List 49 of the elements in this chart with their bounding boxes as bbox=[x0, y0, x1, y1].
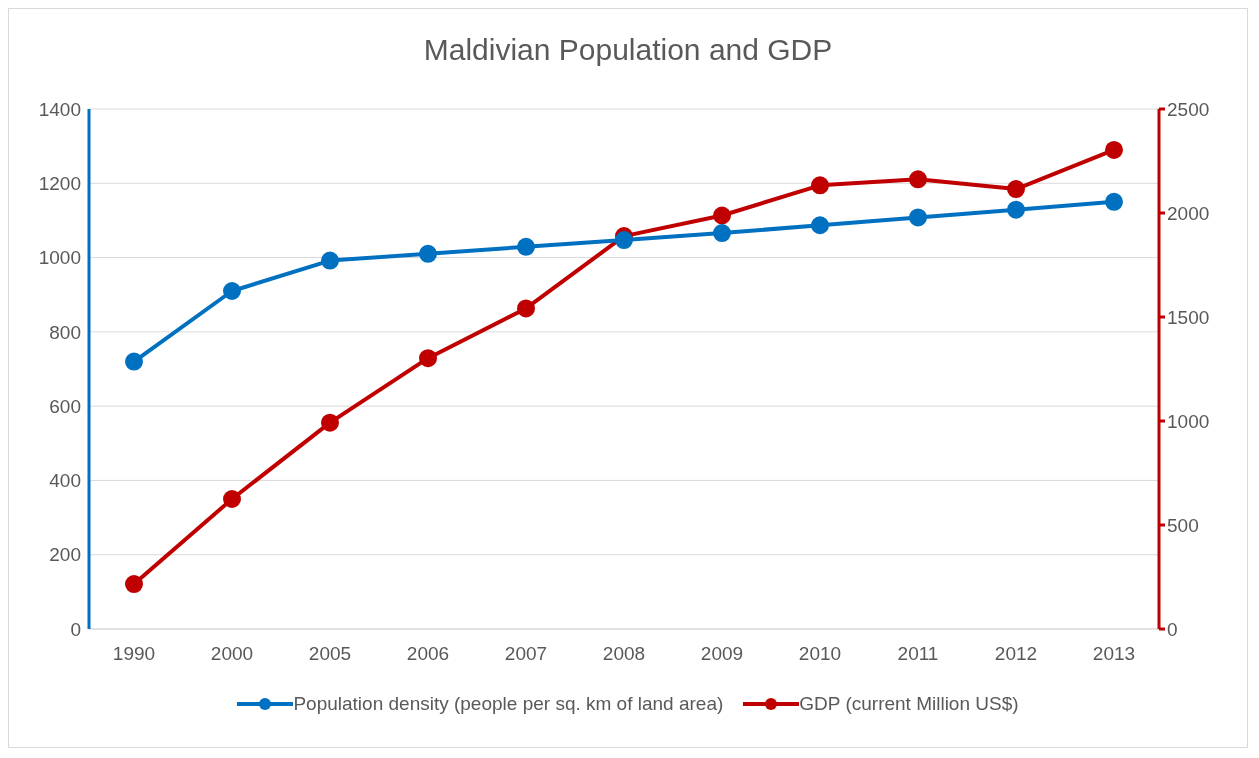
point bbox=[811, 216, 829, 235]
x-tick-label: 2011 bbox=[897, 643, 939, 665]
y-tick-label: 1400 bbox=[38, 98, 81, 120]
x-tick-label: 2007 bbox=[504, 643, 548, 665]
point bbox=[517, 299, 535, 318]
point bbox=[321, 413, 339, 432]
x-tick-label: 1990 bbox=[112, 643, 156, 665]
y2-tick-label: 1500 bbox=[1167, 306, 1210, 328]
y2-tick-label: 2500 bbox=[1167, 98, 1210, 120]
x-tick-label: 2006 bbox=[406, 643, 450, 665]
y-tick-label: 600 bbox=[49, 395, 81, 417]
point bbox=[1105, 192, 1123, 211]
legend-label: Population density (people per sq. km of land area) bbox=[293, 693, 724, 715]
x-tick-label: 2013 bbox=[1092, 643, 1136, 665]
x-tick-label: 2012 bbox=[994, 643, 1038, 665]
point bbox=[125, 575, 143, 594]
point bbox=[615, 231, 633, 250]
y2-tick-label: 500 bbox=[1167, 514, 1199, 536]
point bbox=[713, 224, 731, 243]
chart-title: Maldivian Population and GDP bbox=[422, 32, 834, 68]
y2-tick-label: 0 bbox=[1167, 618, 1178, 640]
point bbox=[1007, 200, 1025, 219]
point bbox=[223, 282, 241, 300]
x-tick-label: 2005 bbox=[308, 643, 352, 665]
y-tick-label: 400 bbox=[49, 470, 81, 492]
y-tick-label: 800 bbox=[49, 321, 81, 343]
y2-tick-label: 1000 bbox=[1167, 410, 1210, 432]
point bbox=[909, 170, 927, 189]
point bbox=[321, 251, 339, 270]
point bbox=[713, 206, 731, 225]
point bbox=[811, 176, 829, 195]
y-tick-label: 200 bbox=[49, 544, 81, 566]
point bbox=[909, 208, 927, 227]
point bbox=[1105, 140, 1123, 159]
point bbox=[1007, 180, 1025, 199]
point bbox=[419, 349, 437, 368]
y-tick-label: 0 bbox=[70, 618, 81, 640]
point bbox=[517, 237, 535, 256]
point bbox=[419, 244, 437, 263]
y-tick-label: 1000 bbox=[38, 247, 81, 269]
legend-label: GDP (current Million US$) bbox=[799, 693, 1019, 715]
point bbox=[223, 490, 241, 508]
x-tick-label: 2000 bbox=[210, 643, 254, 665]
x-tick-label: 2009 bbox=[700, 643, 744, 665]
x-tick-label: 2008 bbox=[602, 643, 646, 665]
y2-tick-label: 2000 bbox=[1167, 202, 1210, 224]
y-tick-label: 1200 bbox=[38, 173, 81, 195]
x-tick-label: 2010 bbox=[798, 643, 842, 665]
point bbox=[125, 352, 143, 371]
